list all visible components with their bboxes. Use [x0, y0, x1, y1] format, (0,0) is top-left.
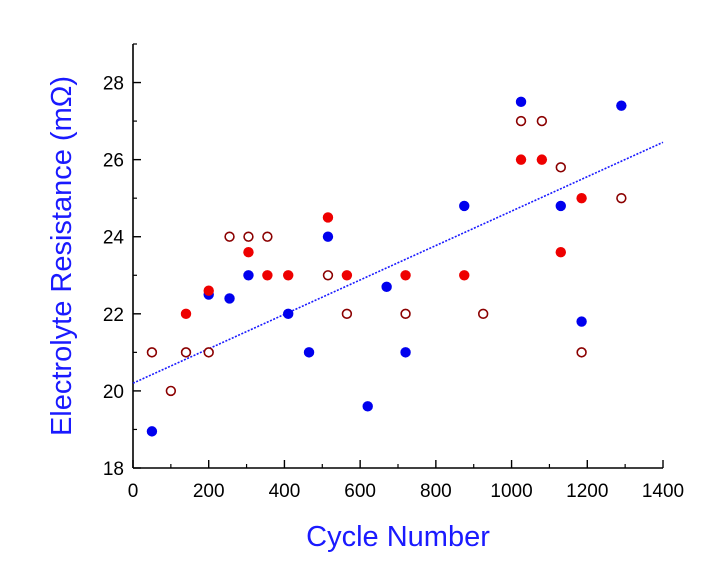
data-point [243, 246, 254, 258]
series-3 [146, 115, 627, 397]
data-point [203, 347, 214, 358]
minor-ticks [133, 43, 626, 468]
data-point [243, 270, 254, 281]
y-axis-title: Electrolyte Resistance (mΩ) [46, 76, 78, 436]
data-point [477, 308, 489, 320]
data-point [555, 162, 566, 173]
trend-line [132, 141, 664, 384]
data-point [180, 347, 192, 358]
data-point [616, 100, 627, 111]
data-point [459, 270, 470, 281]
data-point [283, 270, 294, 281]
data-point [400, 308, 411, 320]
data-point [362, 401, 373, 412]
x-axis-title: Cycle Number [306, 521, 490, 553]
data-point [262, 270, 273, 281]
x-tick-label: 0 [128, 481, 139, 502]
x-tick-label: 600 [344, 481, 376, 502]
data-point [303, 347, 315, 358]
y-tick-label: 24 [103, 228, 125, 249]
y-tick-label: 22 [103, 305, 124, 326]
y-tick-label: 28 [103, 74, 124, 95]
data-point [616, 192, 627, 204]
series-2 [180, 154, 587, 320]
data-point [322, 212, 334, 223]
data-point [180, 308, 192, 320]
data-point [515, 96, 527, 108]
x-tick-label: 1000 [490, 481, 532, 502]
data-point [243, 231, 254, 242]
plot-area: 0 200 400 600 800 1000 1200 1400 18 20 22 24 26 28 [103, 43, 684, 502]
data-point [555, 200, 566, 212]
data-point [341, 308, 353, 320]
data-point [322, 231, 334, 242]
data-point [381, 281, 392, 293]
data-point [146, 426, 158, 437]
data-point [322, 270, 334, 281]
x-tick-label: 400 [269, 481, 301, 502]
data-point [576, 192, 587, 204]
data-point [283, 308, 294, 320]
data-point [515, 115, 527, 127]
data-point [515, 154, 527, 165]
data-point [165, 385, 177, 397]
data-point [536, 154, 548, 165]
data-point [536, 115, 548, 127]
data-point [341, 270, 353, 281]
data-point [400, 270, 411, 281]
data-point [146, 347, 158, 358]
data-point [262, 231, 273, 242]
x-tick-label: 1400 [642, 481, 684, 502]
y-tick-label: 18 [103, 459, 124, 480]
data-point [459, 200, 470, 212]
data-point [203, 285, 214, 296]
data-points [146, 96, 627, 437]
x-tick-label: 200 [193, 481, 225, 502]
y-tick-label: 26 [103, 151, 124, 172]
data-point [400, 347, 411, 358]
data-point [224, 293, 235, 304]
series-1 [146, 96, 627, 437]
x-tick-label: 1200 [566, 481, 608, 502]
x-axis-ticks: 0 200 400 600 800 1000 1200 1400 [128, 460, 684, 502]
x-tick-label: 800 [420, 481, 452, 502]
y-axis-ticks: 18 20 22 24 26 28 [103, 74, 141, 480]
data-point [224, 231, 235, 242]
data-point [555, 246, 566, 258]
y-tick-label: 20 [103, 382, 124, 403]
data-point [576, 347, 587, 358]
data-point [576, 316, 587, 327]
